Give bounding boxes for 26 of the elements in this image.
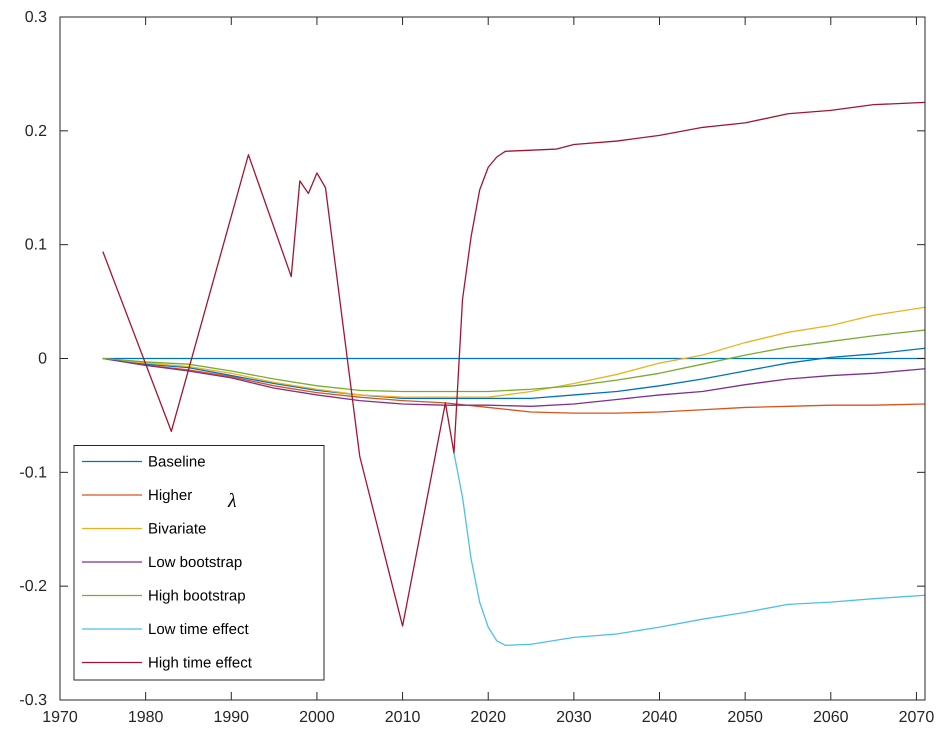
x-tick-label: 2000 xyxy=(299,709,335,726)
x-tick-label: 2060 xyxy=(812,709,849,726)
x-tick-label: 2040 xyxy=(642,709,678,726)
legend-label: Low time effect xyxy=(148,621,250,638)
annotation: λ xyxy=(227,490,237,512)
legend-label: Higher xyxy=(148,487,192,504)
y-tick-label: -0.2 xyxy=(19,578,48,596)
x-tick-label: 1970 xyxy=(42,709,78,726)
legend-label: High bootstrap xyxy=(148,588,246,604)
x-tick-label: 2010 xyxy=(384,709,420,726)
x-tick-label: 2030 xyxy=(556,709,592,726)
legend-label: Low bootstrap xyxy=(148,554,242,571)
y-tick-label: 0 xyxy=(38,350,48,368)
y-tick-label: 0.1 xyxy=(24,236,48,254)
legend-label: High time effect xyxy=(148,654,253,672)
y-tick-label: 0.2 xyxy=(24,122,48,140)
y-tick-label: 0.3 xyxy=(24,9,48,26)
x-tick-label: 1990 xyxy=(213,709,250,726)
legend-label: Bivariate xyxy=(148,520,206,538)
legend-label: Baseline xyxy=(148,454,206,470)
y-tick-label: -0.3 xyxy=(19,692,48,709)
x-tick-label: 2070 xyxy=(898,709,934,726)
x-tick-label: 2020 xyxy=(470,709,506,726)
y-tick-label: -0.1 xyxy=(19,464,48,482)
x-tick-label: 2050 xyxy=(727,709,764,726)
x-tick-label: 1980 xyxy=(128,709,164,726)
